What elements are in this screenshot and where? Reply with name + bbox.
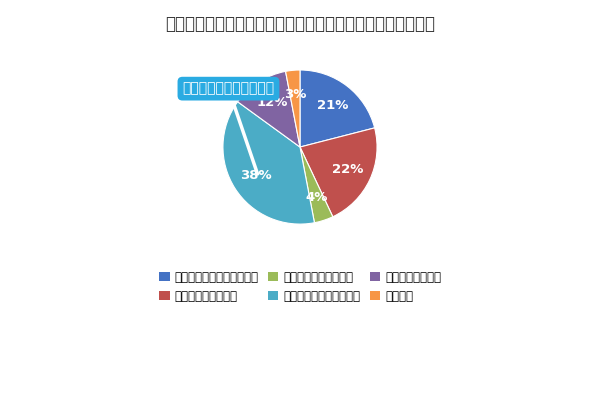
Wedge shape [238,71,300,147]
Text: 3%: 3% [284,88,306,101]
Text: 21%: 21% [317,99,348,112]
Wedge shape [300,147,333,223]
Wedge shape [300,128,377,217]
Title: お中元でもらった食品についてどんなことで困りましたか。: お中元でもらった食品についてどんなことで困りましたか。 [165,15,435,33]
Text: 22%: 22% [332,163,364,176]
Wedge shape [300,70,374,147]
Text: 4%: 4% [305,191,328,204]
Wedge shape [223,102,314,224]
Text: 12%: 12% [256,96,287,109]
Text: 38%: 38% [239,169,271,182]
Text: 好きな食品ではなかった: 好きな食品ではなかった [182,82,275,174]
Legend: 食品の賞味期限が短かった, 食品の量が多すぎた, 食品の量が少なすぎた, 好きな食品ではなかった, 美味しくなかった, その他：: 食品の賞味期限が短かった, 食品の量が多すぎた, 食品の量が少なすぎた, 好きな… [154,266,446,307]
Wedge shape [286,70,300,147]
